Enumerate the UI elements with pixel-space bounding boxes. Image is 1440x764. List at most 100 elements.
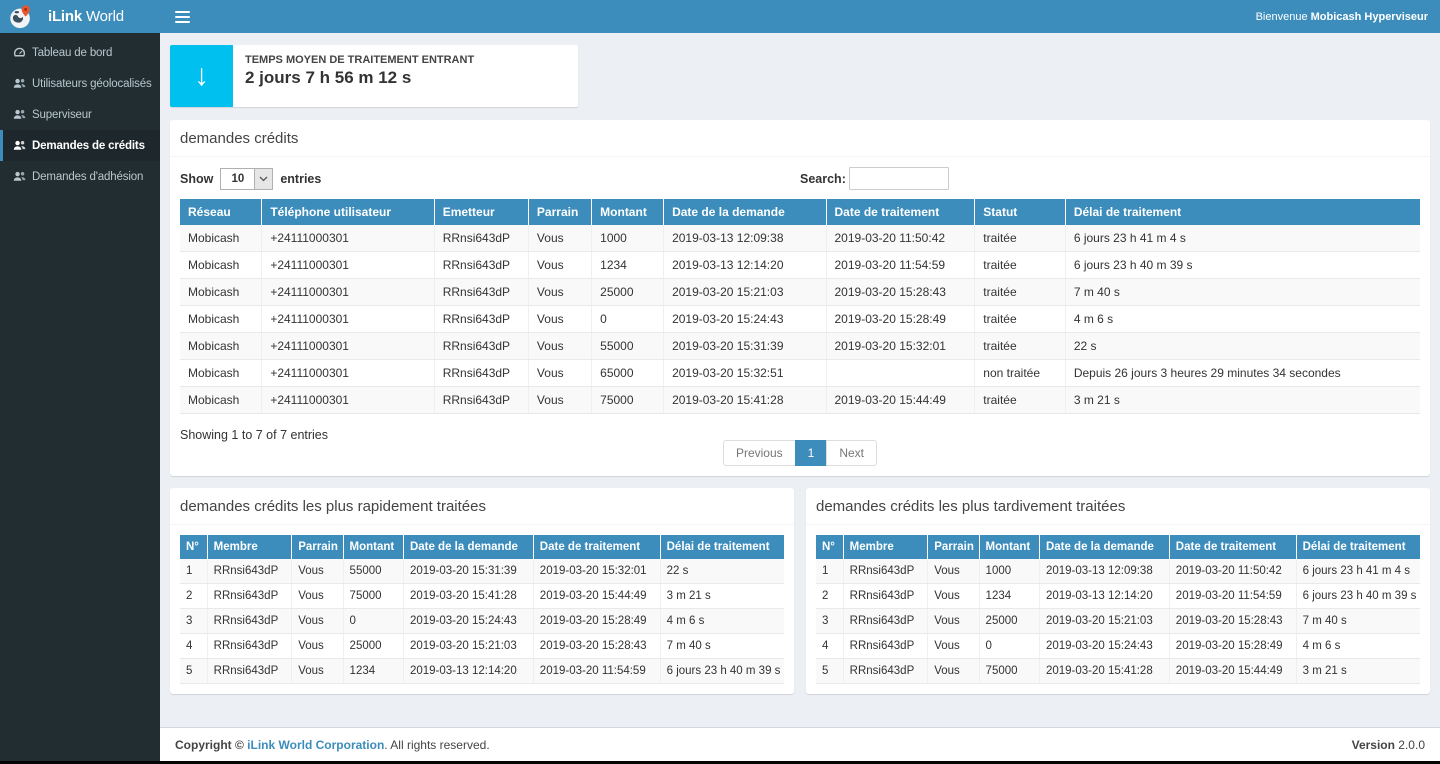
cell: 55000 [592, 333, 664, 360]
column-header[interactable]: Date de la demande [1039, 535, 1169, 559]
credits-panel: demandes crédits Show 10 entries [170, 120, 1430, 476]
column-header[interactable]: N° [180, 535, 207, 559]
cell: 3 [180, 609, 207, 634]
fastest-panel-title: demandes crédits les plus rapidement tra… [170, 488, 794, 525]
cell: +24111000301 [262, 306, 434, 333]
table-row: 1RRnsi643dPVous10002019-03-13 12:09:3820… [816, 559, 1420, 584]
cell: 0 [592, 306, 664, 333]
widget-title: TEMPS MOYEN DE TRAITEMENT ENTRANT [245, 54, 474, 66]
cell: 2019-03-20 15:44:49 [533, 584, 660, 609]
credits-table: RéseauTéléphone utilisateurEmetteurParra… [180, 199, 1420, 414]
cell: Vous [528, 306, 591, 333]
column-header[interactable]: Membre [207, 535, 292, 559]
sidebar: iLink World Tableau de bordUtilisateurs … [0, 0, 160, 764]
table-row: Mobicash+24111000301RRnsi643dPVous123420… [180, 252, 1420, 279]
cell: Vous [292, 659, 343, 684]
cell: 2019-03-20 15:28:43 [826, 279, 975, 306]
cell: traitée [975, 252, 1066, 279]
cell: 22 s [660, 559, 784, 584]
next-page-button[interactable]: Next [826, 440, 877, 466]
hamburger-menu-icon[interactable] [160, 0, 204, 33]
column-header[interactable]: Parrain [928, 535, 979, 559]
chevron-down-icon [254, 169, 272, 189]
cell: traitée [975, 306, 1066, 333]
cell: 2019-03-20 15:44:49 [826, 387, 975, 414]
copyright: Copyright © iLink World Corporation. All… [175, 738, 490, 752]
sidebar-item-tableau-de-bord[interactable]: Tableau de bord [0, 37, 160, 68]
column-header[interactable]: Date de traitement [533, 535, 660, 559]
sidebar-item-demandes-de-credits[interactable]: Demandes de crédits [0, 130, 160, 161]
page-content: ↓ TEMPS MOYEN DE TRAITEMENT ENTRANT 2 jo… [160, 33, 1440, 727]
page-1-button[interactable]: 1 [795, 440, 828, 466]
cell: Mobicash [180, 225, 262, 252]
column-header[interactable]: Parrain [292, 535, 343, 559]
cell: +24111000301 [262, 225, 434, 252]
cell: Depuis 26 jours 3 heures 29 minutes 34 s… [1065, 360, 1420, 387]
column-header[interactable]: Date de traitement [1169, 535, 1296, 559]
cell: 2019-03-20 15:44:49 [1169, 659, 1296, 684]
column-header[interactable]: N° [816, 535, 843, 559]
previous-page-button[interactable]: Previous [723, 440, 796, 466]
column-header[interactable]: Membre [843, 535, 928, 559]
version: Version 2.0.0 [1352, 738, 1425, 752]
column-header[interactable]: Montant [343, 535, 403, 559]
column-header[interactable]: Montant [592, 199, 664, 225]
cell: 2019-03-20 15:24:43 [664, 306, 826, 333]
show-label: Show [180, 172, 213, 186]
cell: RRnsi643dP [434, 360, 528, 387]
slowest-credits-table: N°MembreParrainMontantDate de la demande… [816, 535, 1420, 684]
sidebar-item-superviseur[interactable]: Superviseur [0, 99, 160, 130]
cell: 1234 [592, 252, 664, 279]
cell: RRnsi643dP [434, 387, 528, 414]
search-input[interactable] [849, 167, 949, 190]
column-header[interactable]: Téléphone utilisateur [262, 199, 434, 225]
brand[interactable]: iLink World [0, 0, 160, 33]
cell: 2019-03-20 15:28:43 [533, 634, 660, 659]
cell: 1 [816, 559, 843, 584]
column-header[interactable]: Parrain [528, 199, 591, 225]
cell: traitée [975, 333, 1066, 360]
sidebar-item-demandes-d-adhesion[interactable]: Demandes d'adhésion [0, 161, 160, 192]
users-icon [12, 170, 26, 184]
cell: 6 jours 23 h 41 m 4 s [1296, 559, 1420, 584]
cell: 75000 [979, 659, 1039, 684]
cell: 4 [180, 634, 207, 659]
cell: RRnsi643dP [207, 659, 292, 684]
cell: Mobicash [180, 333, 262, 360]
cell: non traitée [975, 360, 1066, 387]
table-header-row: N°MembreParrainMontantDate de la demande… [816, 535, 1420, 559]
cell: 3 m 21 s [660, 584, 784, 609]
credits-panel-title: demandes crédits [170, 120, 1430, 157]
cell: 1000 [979, 559, 1039, 584]
page-size-select[interactable]: 10 [220, 168, 273, 190]
table-row: Mobicash+24111000301RRnsi643dPVous250002… [180, 279, 1420, 306]
table-row: 3RRnsi643dPVous250002019-03-20 15:21:032… [816, 609, 1420, 634]
cell: 2019-03-20 11:54:59 [533, 659, 660, 684]
column-header[interactable]: Date de la demande [403, 535, 533, 559]
cell: 5 [816, 659, 843, 684]
cell: Vous [528, 360, 591, 387]
cell: 2019-03-20 15:21:03 [1039, 609, 1169, 634]
column-header[interactable]: Délai de traitement [1065, 199, 1420, 225]
column-header[interactable]: Délai de traitement [1296, 535, 1420, 559]
cell: RRnsi643dP [434, 279, 528, 306]
cell: 2019-03-20 11:50:42 [826, 225, 975, 252]
column-header[interactable]: Réseau [180, 199, 262, 225]
cell: 2019-03-13 12:09:38 [664, 225, 826, 252]
column-header[interactable]: Délai de traitement [660, 535, 784, 559]
cell: 6 jours 23 h 40 m 39 s [1296, 584, 1420, 609]
cell: 2019-03-20 15:32:01 [533, 559, 660, 584]
cell: 7 m 40 s [660, 634, 784, 659]
company-link[interactable]: iLink World Corporation [247, 738, 384, 752]
sidebar-item-utilisateurs-geolocalises[interactable]: Utilisateurs géolocalisés [0, 68, 160, 99]
cell: 2019-03-20 15:21:03 [403, 634, 533, 659]
column-header[interactable]: Emetteur [434, 199, 528, 225]
cell: Vous [528, 252, 591, 279]
column-header[interactable]: Statut [975, 199, 1066, 225]
column-header[interactable]: Montant [979, 535, 1039, 559]
cell: +24111000301 [262, 279, 434, 306]
users-icon [12, 108, 26, 122]
column-header[interactable]: Date de traitement [826, 199, 975, 225]
cell: Vous [928, 634, 979, 659]
column-header[interactable]: Date de la demande [664, 199, 826, 225]
